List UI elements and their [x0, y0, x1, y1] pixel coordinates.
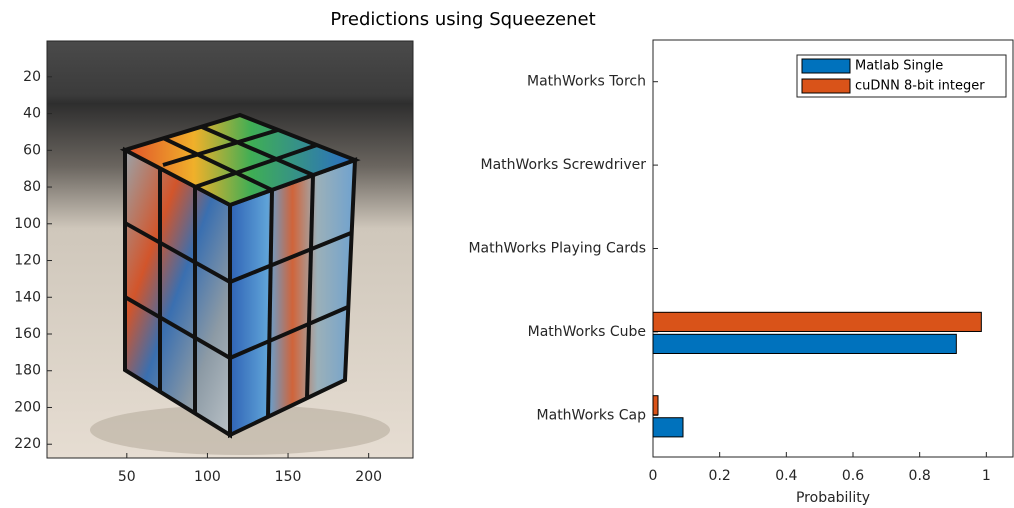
y-tick-label: 220: [14, 436, 41, 452]
bar: [652, 395, 659, 416]
legend: Matlab Single cuDNN 8-bit integer: [796, 54, 1007, 98]
y-tick-label: MathWorks Screwdriver: [481, 157, 647, 173]
y-tick-label: MathWorks Cube: [528, 324, 646, 340]
x-tick-label: 200: [355, 469, 382, 485]
figure-title: Predictions using Squeezenet: [330, 9, 595, 30]
bar: [652, 311, 982, 332]
y-tick-label: 20: [23, 69, 41, 85]
x-tick-label: 0: [649, 468, 658, 484]
x-tick-label: 0.4: [775, 468, 797, 484]
x-tick-label: 1: [982, 468, 991, 484]
y-tick-label: 100: [14, 216, 41, 232]
legend-text: Matlab Single: [855, 59, 943, 74]
y-tick-label: 200: [14, 399, 41, 415]
x-tick-label: 0.2: [709, 468, 731, 484]
x-axis-label: Probability: [796, 490, 870, 506]
x-tick-label: 100: [194, 469, 221, 485]
y-tick-label: 60: [23, 142, 41, 158]
x-tick-label: 50: [118, 469, 136, 485]
bar: [652, 417, 684, 438]
x-tick-label: 150: [275, 469, 302, 485]
legend-swatch: [801, 78, 851, 94]
y-tick-label: 120: [14, 253, 41, 269]
y-tick-label: MathWorks Torch: [527, 74, 646, 90]
y-tick-label: MathWorks Cap: [537, 407, 647, 423]
legend-swatch: [801, 58, 851, 74]
x-tick-label: 0.8: [909, 468, 931, 484]
y-tick-label: MathWorks Playing Cards: [468, 241, 646, 257]
y-tick-label: 140: [14, 289, 41, 305]
y-tick-label: 40: [23, 106, 41, 122]
bar: [652, 333, 957, 354]
legend-text: cuDNN 8-bit integer: [855, 79, 985, 94]
image-axes-box: [46, 40, 414, 459]
y-tick-label: 80: [23, 179, 41, 195]
y-tick-label: 160: [14, 326, 41, 342]
y-tick-label: 180: [14, 363, 41, 379]
x-tick-label: 0.6: [842, 468, 864, 484]
photo: [47, 41, 413, 458]
bar-axes-box: [652, 39, 1014, 458]
